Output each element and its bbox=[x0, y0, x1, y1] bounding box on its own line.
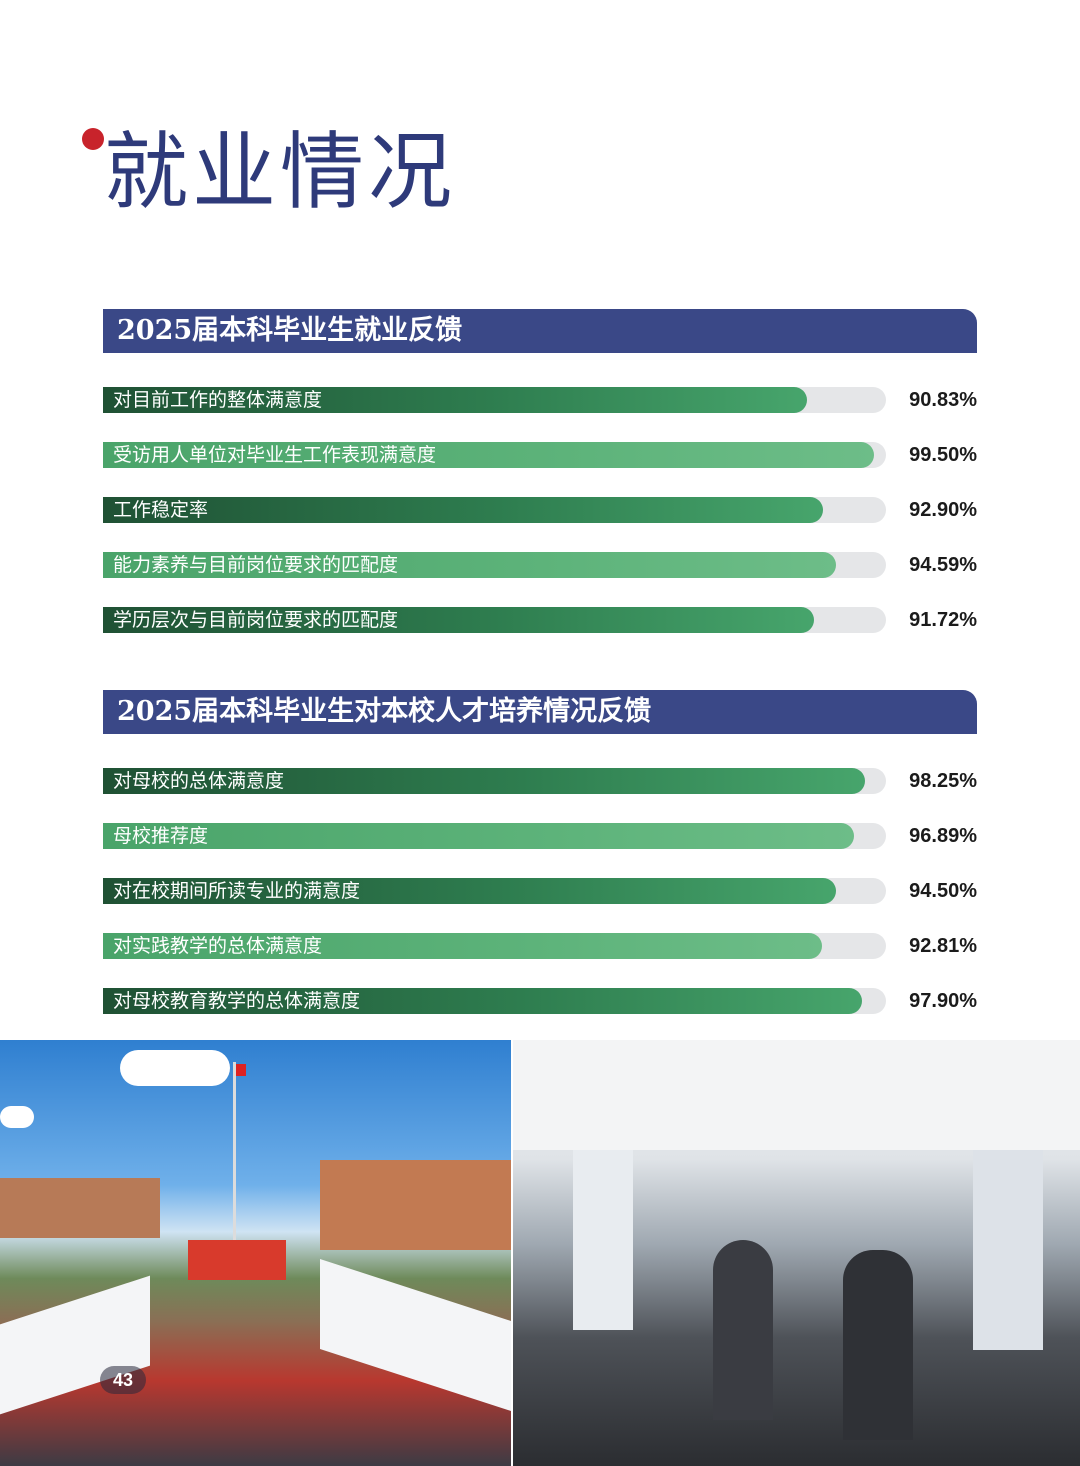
bar-value: 94.50% bbox=[909, 880, 977, 902]
bar-fill bbox=[103, 823, 854, 849]
page-title: 就业情况 bbox=[104, 123, 457, 221]
bar-value: 97.90% bbox=[909, 990, 977, 1012]
bar-value: 96.89% bbox=[909, 825, 977, 847]
bar-row: 对目前工作的整体满意度 90.83% bbox=[103, 387, 977, 413]
bar-track: 母校推荐度 bbox=[103, 823, 886, 849]
bar-row: 对母校的总体满意度 98.25% bbox=[103, 768, 977, 794]
bar-row: 对实践教学的总体满意度 92.81% bbox=[103, 933, 977, 959]
bar-track: 学历层次与目前岗位要求的匹配度 bbox=[103, 607, 886, 633]
bar-label: 受访用人单位对毕业生工作表现满意度 bbox=[113, 444, 437, 466]
bar-row: 工作稳定率 92.90% bbox=[103, 497, 977, 523]
bar-track: 能力素养与目前岗位要求的匹配度 bbox=[103, 552, 886, 578]
bar-row: 母校推荐度 96.89% bbox=[103, 823, 977, 849]
bar-value: 91.72% bbox=[909, 609, 977, 631]
training-feedback-section: 2025届本科毕业生对本校人才培养情况反馈 对母校的总体满意度 98.25% 母校推… bbox=[103, 690, 977, 1014]
employment-feedback-section: 2025届本科毕业生就业反馈 对目前工作的整体满意度 90.83% 受访用人单位对毕… bbox=[103, 309, 977, 633]
bar-label: 母校推荐度 bbox=[113, 825, 209, 847]
bar-label: 学历层次与目前岗位要求的匹配度 bbox=[113, 609, 399, 631]
bar-fill bbox=[103, 768, 865, 794]
bar-track: 工作稳定率 bbox=[103, 497, 886, 523]
bar-fill bbox=[103, 442, 874, 468]
bar-label: 能力素养与目前岗位要求的匹配度 bbox=[113, 554, 399, 576]
page-number-badge: 43 bbox=[100, 1366, 146, 1394]
seal-logo-icon bbox=[82, 128, 104, 150]
photo-strip: 43 bbox=[0, 1040, 1080, 1466]
bar-fill bbox=[103, 988, 862, 1014]
bar-track: 对目前工作的整体满意度 bbox=[103, 387, 886, 413]
job-fair-aerial-photo: 43 bbox=[0, 1040, 511, 1466]
bar-track: 对在校期间所读专业的满意度 bbox=[103, 878, 886, 904]
bar-track: 对实践教学的总体满意度 bbox=[103, 933, 886, 959]
bar-track: 对母校教育教学的总体满意度 bbox=[103, 988, 886, 1014]
bar-value: 98.25% bbox=[909, 770, 977, 792]
bar-row: 对母校教育教学的总体满意度 97.90% bbox=[103, 988, 977, 1014]
bar-value: 92.81% bbox=[909, 935, 977, 957]
bar-row: 能力素养与目前岗位要求的匹配度 94.59% bbox=[103, 552, 977, 578]
section-heading: 2025届本科毕业生就业反馈 bbox=[103, 309, 977, 353]
bar-fill bbox=[103, 607, 814, 633]
bar-row: 受访用人单位对毕业生工作表现满意度 99.50% bbox=[103, 442, 977, 468]
bar-value: 94.59% bbox=[909, 554, 977, 576]
bar-value: 92.90% bbox=[909, 499, 977, 521]
bar-fill bbox=[103, 497, 823, 523]
bar-fill bbox=[103, 878, 836, 904]
bar-label: 对目前工作的整体满意度 bbox=[113, 389, 323, 411]
bar-value: 90.83% bbox=[909, 389, 977, 411]
bar-label: 对在校期间所读专业的满意度 bbox=[113, 880, 361, 902]
bar-label: 对母校教育教学的总体满意度 bbox=[113, 990, 361, 1012]
bar-label: 工作稳定率 bbox=[113, 499, 209, 521]
bar-track: 受访用人单位对毕业生工作表现满意度 bbox=[103, 442, 886, 468]
bar-fill bbox=[103, 387, 807, 413]
bar-label: 对母校的总体满意度 bbox=[113, 770, 285, 792]
section-heading: 2025届本科毕业生对本校人才培养情况反馈 bbox=[103, 690, 977, 734]
bar-track: 对母校的总体满意度 bbox=[103, 768, 886, 794]
job-fair-booths-photo bbox=[513, 1040, 1080, 1466]
bar-value: 99.50% bbox=[909, 444, 977, 466]
bar-label: 对实践教学的总体满意度 bbox=[113, 935, 323, 957]
bar-row: 对在校期间所读专业的满意度 94.50% bbox=[103, 878, 977, 904]
bar-fill bbox=[103, 552, 836, 578]
bar-row: 学历层次与目前岗位要求的匹配度 91.72% bbox=[103, 607, 977, 633]
bar-fill bbox=[103, 933, 822, 959]
